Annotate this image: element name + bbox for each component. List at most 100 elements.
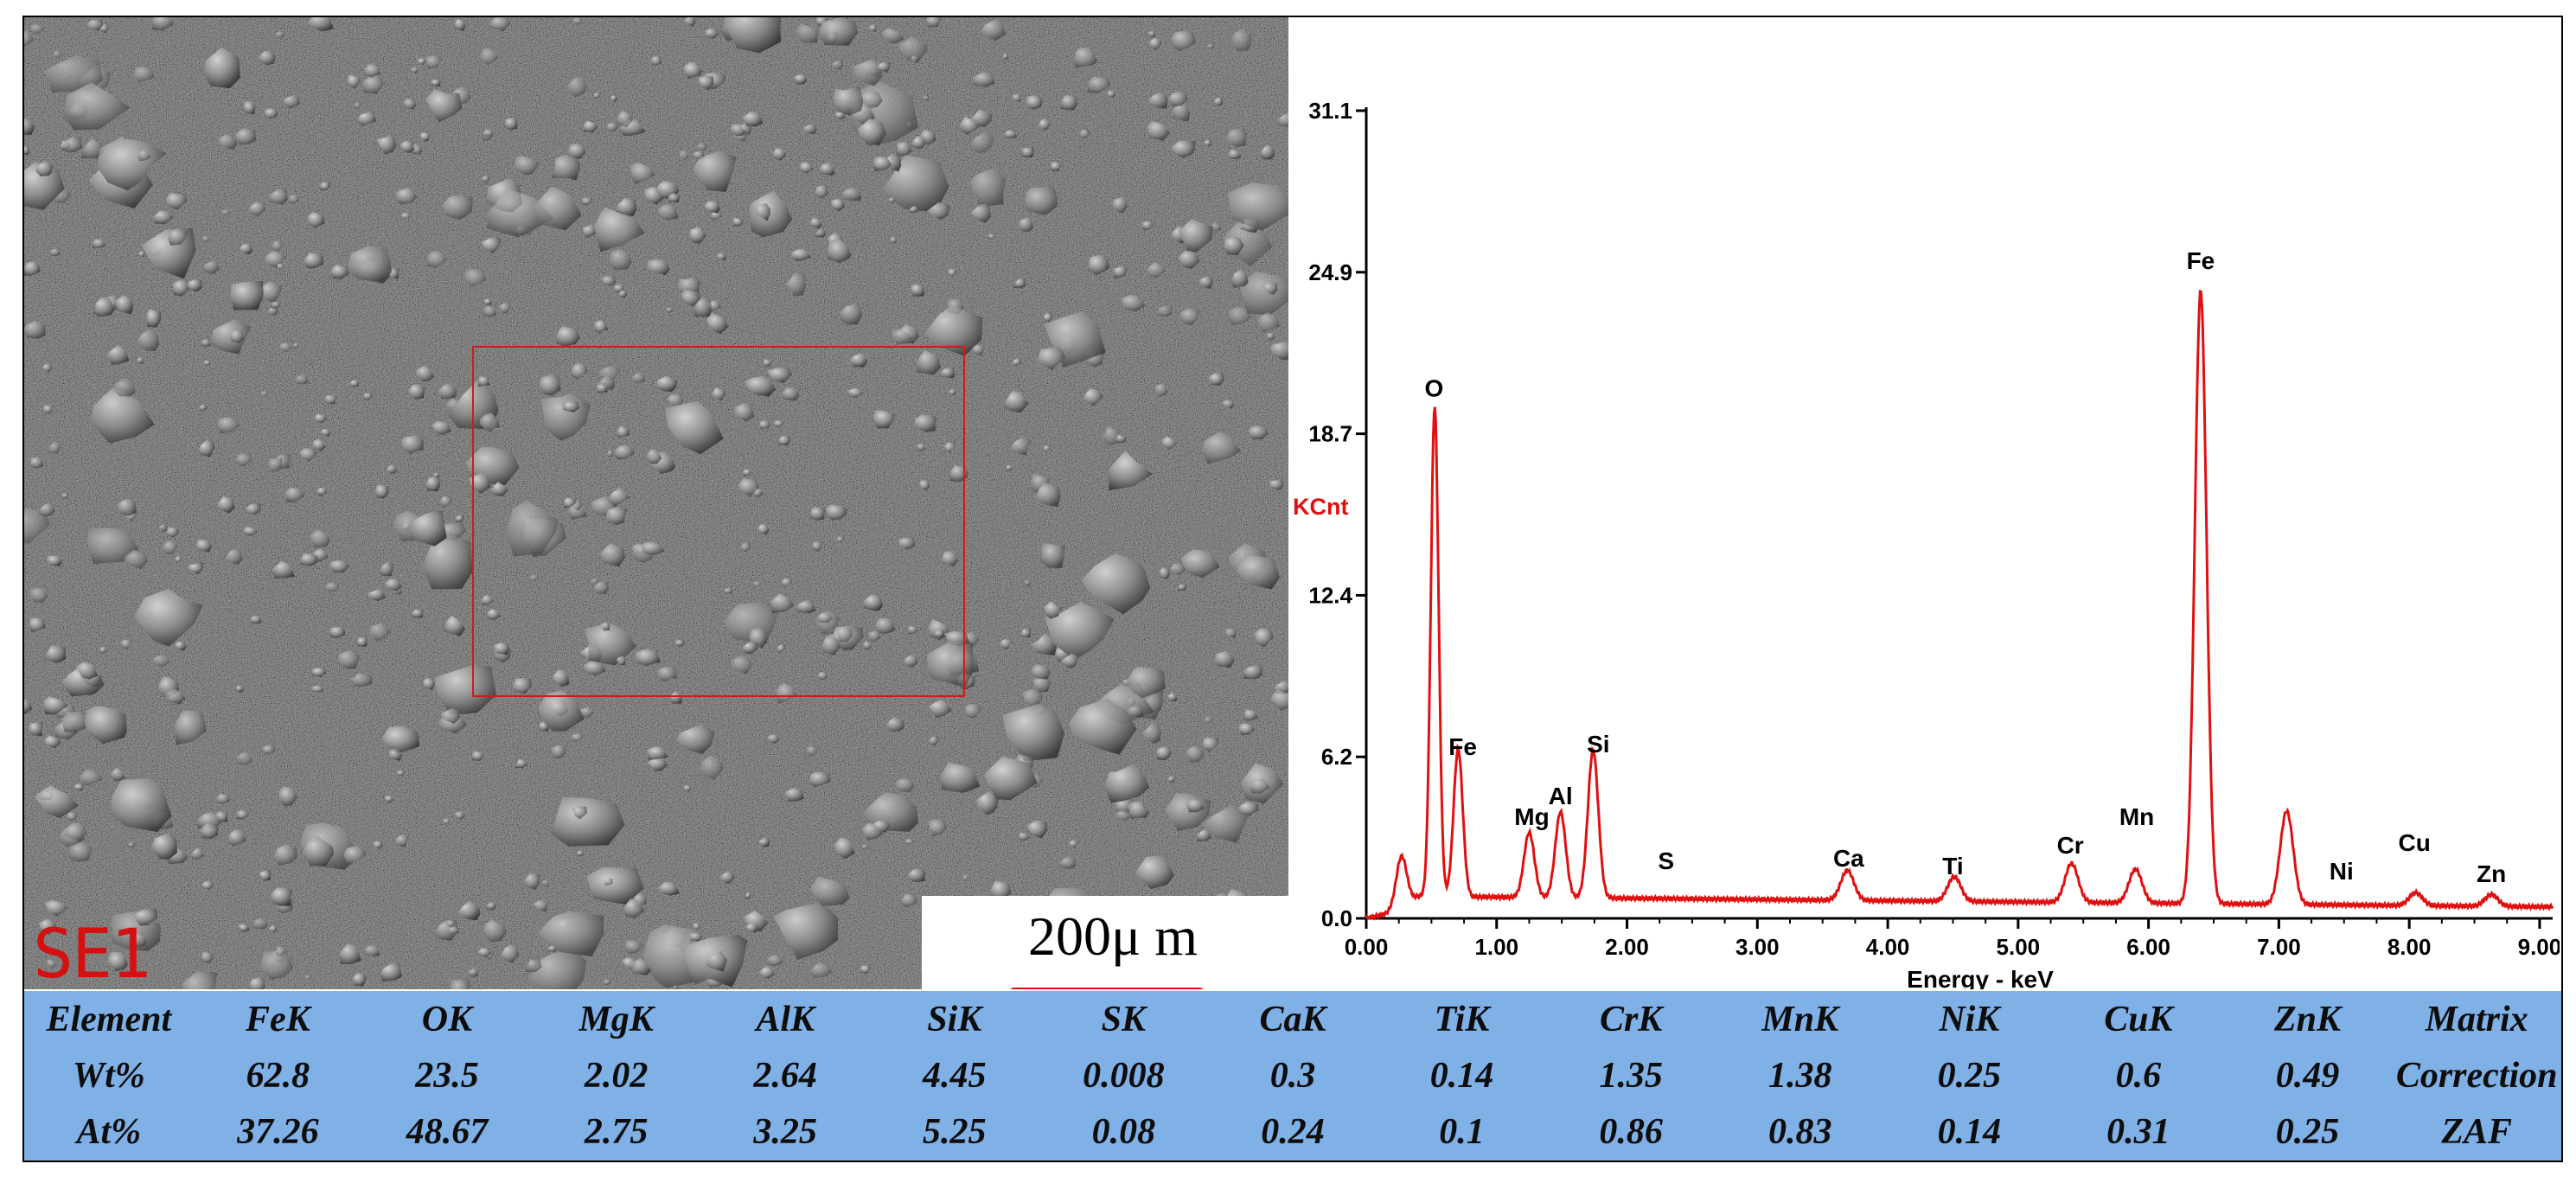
particle xyxy=(1087,254,1109,276)
particle xyxy=(1038,118,1051,131)
particle xyxy=(29,457,44,469)
peak-label: Mn xyxy=(2119,803,2154,830)
particle xyxy=(1002,703,1064,762)
particle xyxy=(1239,271,1288,316)
particle xyxy=(1030,633,1058,655)
particle xyxy=(248,201,266,216)
particle xyxy=(1168,563,1186,576)
particle xyxy=(274,30,284,39)
particle xyxy=(896,141,911,157)
particle xyxy=(264,108,278,119)
x-tick-label: 0.00 xyxy=(1345,934,1389,960)
table-cell: 1.38 xyxy=(1767,1055,1832,1096)
particle xyxy=(763,359,772,367)
particle xyxy=(388,748,402,761)
particle xyxy=(29,23,45,35)
y-tick-label: 0.0 xyxy=(1321,905,1352,931)
particle xyxy=(200,822,219,840)
particle xyxy=(38,918,57,935)
particle xyxy=(666,393,684,407)
y-tick-label: 6.2 xyxy=(1321,744,1352,770)
particle xyxy=(1228,306,1252,326)
particle xyxy=(272,560,296,579)
particle xyxy=(630,958,652,975)
particle xyxy=(1222,400,1235,409)
particle xyxy=(860,965,871,974)
particle xyxy=(137,149,151,162)
particle xyxy=(133,589,203,647)
scale-bar-box: 200μ m xyxy=(922,896,1288,989)
particle xyxy=(1020,629,1031,638)
particle xyxy=(698,75,714,90)
particle xyxy=(1082,388,1103,406)
particle xyxy=(723,587,733,594)
particle xyxy=(1024,187,1058,215)
table-cell: 0.86 xyxy=(1599,1112,1663,1153)
particle xyxy=(1186,798,1205,813)
table-header-cell: NiK xyxy=(1939,999,2000,1039)
particle xyxy=(617,110,633,128)
particle xyxy=(336,649,361,669)
particle xyxy=(923,304,983,356)
particle xyxy=(863,641,873,650)
particle xyxy=(1178,250,1200,269)
particle xyxy=(732,217,744,227)
particle xyxy=(693,923,700,930)
particle xyxy=(934,630,944,638)
particle xyxy=(1104,764,1149,803)
particle xyxy=(623,898,645,919)
peak-label: Zn xyxy=(2477,860,2506,887)
particle xyxy=(80,137,104,159)
particle xyxy=(439,708,461,724)
particle xyxy=(1012,93,1022,103)
particle xyxy=(767,367,792,383)
particle xyxy=(321,428,331,437)
particle xyxy=(646,449,662,464)
particle xyxy=(616,655,626,666)
particle xyxy=(24,118,35,136)
particle xyxy=(201,951,214,963)
particle xyxy=(439,496,452,508)
table-cell: 0.24 xyxy=(1261,1112,1325,1153)
particle xyxy=(781,578,792,587)
particle xyxy=(376,134,397,155)
particle xyxy=(928,735,939,746)
peak-label: Fe xyxy=(1448,733,1477,760)
particle xyxy=(868,24,878,32)
particle xyxy=(694,297,712,317)
particle xyxy=(364,944,380,956)
x-tick-label: 4.00 xyxy=(1866,934,1910,960)
particle xyxy=(1141,221,1154,230)
particle xyxy=(411,67,419,74)
particle xyxy=(356,111,376,126)
particle xyxy=(970,203,991,223)
particle xyxy=(224,547,243,566)
particle xyxy=(1201,804,1249,843)
particle xyxy=(481,236,502,254)
particle xyxy=(514,156,540,176)
table-cell: 0.25 xyxy=(2275,1112,2340,1153)
particle xyxy=(349,672,373,687)
particle xyxy=(1037,347,1065,371)
particle xyxy=(881,27,904,43)
particle xyxy=(594,320,608,334)
particle xyxy=(24,508,50,544)
analysis-region-box xyxy=(472,346,965,697)
x-tick-label: 9.00 xyxy=(2518,934,2560,960)
particle xyxy=(489,482,508,496)
particle xyxy=(593,207,645,253)
particle xyxy=(227,829,246,847)
particle xyxy=(647,259,670,276)
particle xyxy=(270,887,293,906)
particle xyxy=(983,756,1038,801)
particle xyxy=(299,448,317,462)
table-cell: 0.3 xyxy=(1269,1055,1316,1096)
particle xyxy=(132,909,158,926)
particle xyxy=(806,745,818,756)
particle xyxy=(46,959,57,969)
particle xyxy=(79,770,103,786)
particle xyxy=(384,579,402,592)
table-header-cell: Matrix xyxy=(2425,999,2528,1039)
particle xyxy=(299,553,318,566)
peak-label: Cu xyxy=(2399,829,2431,856)
